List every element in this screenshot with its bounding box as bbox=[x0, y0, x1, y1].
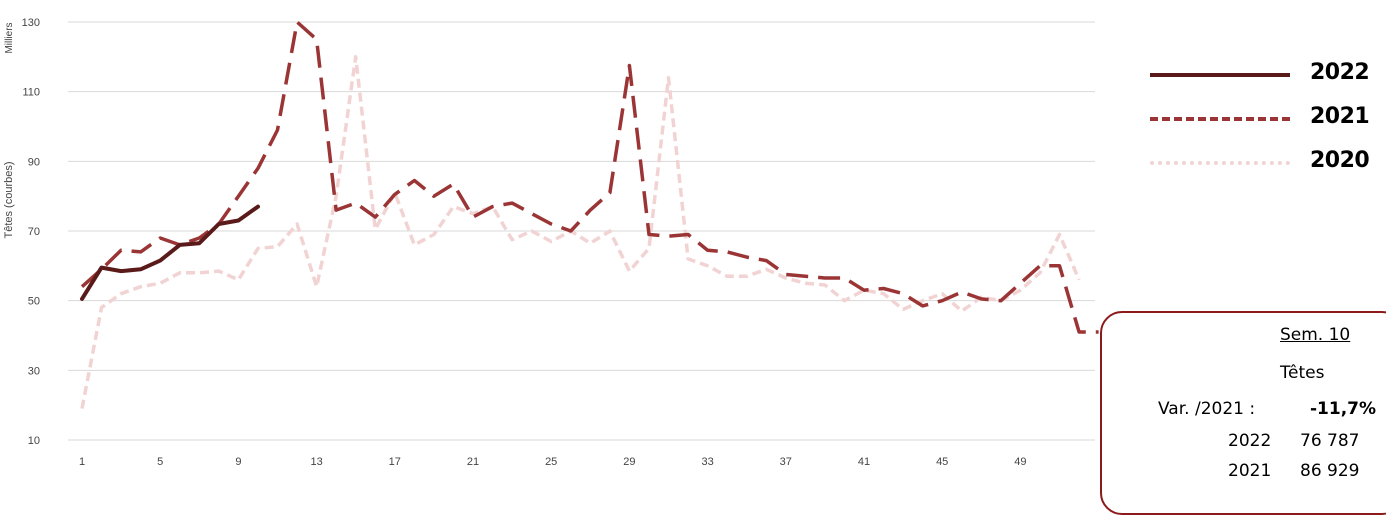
series-line-2021 bbox=[80, 20, 1099, 334]
x-tick-label: 33 bbox=[701, 456, 713, 468]
info-box-var-label: Var. /2021 : bbox=[1158, 399, 1256, 419]
x-tick-label: 5 bbox=[157, 456, 163, 468]
x-tick-label: 45 bbox=[936, 456, 948, 468]
x-tick-label: 37 bbox=[780, 456, 792, 468]
x-tick-label: 25 bbox=[545, 456, 557, 468]
info-box-subtitle: Têtes bbox=[1280, 363, 1325, 383]
axes: 10 30 50 70 90 110 130 1 5 9 13 17 21 25 29 33 37 41 45 49 T… bbox=[3, 17, 1027, 468]
info-box-row-year-2022: 2022 bbox=[1228, 431, 1272, 451]
x-tick-label: 29 bbox=[623, 456, 635, 468]
legend-label-2020: 2020 bbox=[1310, 148, 1370, 173]
legend-line-2022 bbox=[1150, 73, 1290, 77]
y-tick-label: 30 bbox=[28, 365, 40, 377]
y-tick-label: 110 bbox=[22, 87, 40, 99]
info-box-row-year-2021: 2021 bbox=[1228, 461, 1272, 481]
legend-line-2020 bbox=[1150, 161, 1290, 165]
y-tick-label: 130 bbox=[22, 17, 40, 29]
y-axis-unit: Milliers bbox=[4, 22, 15, 53]
x-tick-label: 1 bbox=[79, 456, 85, 468]
info-box-row-value-2021: 86 929 bbox=[1300, 461, 1360, 481]
series-line-2022 bbox=[80, 204, 260, 301]
grid-lines bbox=[68, 21, 1095, 441]
x-tick-label: 41 bbox=[858, 456, 870, 468]
x-tick-label: 9 bbox=[235, 456, 241, 468]
info-box-row-value-2022: 76 787 bbox=[1300, 431, 1360, 451]
y-axis-label: Têtes (courbes) bbox=[3, 161, 15, 238]
info-box: Sem. 10 Têtes Var. /2021 : -11,7% 2022 7… bbox=[1100, 311, 1386, 515]
x-tick-label: 49 bbox=[1014, 456, 1026, 468]
y-tick-label: 70 bbox=[28, 226, 40, 238]
series-lines bbox=[80, 20, 1099, 409]
y-tick-label: 90 bbox=[28, 156, 40, 168]
y-tick-label: 50 bbox=[28, 296, 40, 308]
legend-label-2021: 2021 bbox=[1310, 104, 1370, 129]
info-box-var-value: -11,7% bbox=[1310, 399, 1377, 419]
y-tick-label: 10 bbox=[28, 435, 40, 447]
legend-label-2022: 2022 bbox=[1310, 60, 1370, 85]
x-tick-label: 21 bbox=[467, 456, 479, 468]
x-tick-label: 17 bbox=[389, 456, 401, 468]
info-box-title: Sem. 10 bbox=[1280, 325, 1351, 345]
line-chart: 10 30 50 70 90 110 130 1 5 9 13 17 21 25 29 33 37 41 45 49 T… bbox=[3, 17, 1099, 468]
legend-line-2021 bbox=[1150, 117, 1290, 121]
x-tick-label: 13 bbox=[310, 456, 322, 468]
series-line-2020 bbox=[80, 55, 1081, 409]
